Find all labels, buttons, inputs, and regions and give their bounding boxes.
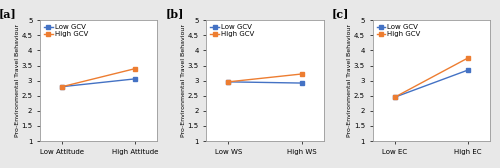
Line: Low GCV: Low GCV [392, 68, 470, 99]
High GCV [298, 73, 304, 75]
Text: [b]: [b] [165, 8, 184, 19]
Low GCV [59, 86, 65, 88]
Y-axis label: Pro-Environmental Travel Behaviour: Pro-Environmental Travel Behaviour [181, 24, 186, 137]
Low GCV [392, 96, 398, 98]
High GCV [465, 57, 471, 59]
Low GCV [226, 81, 232, 83]
Legend: Low GCV, High GCV: Low GCV, High GCV [44, 24, 88, 38]
High GCV [59, 86, 65, 88]
Low GCV [298, 82, 304, 84]
Line: High GCV: High GCV [60, 67, 138, 89]
High GCV [226, 81, 232, 83]
Line: Low GCV: Low GCV [226, 80, 304, 85]
Line: High GCV: High GCV [392, 56, 470, 99]
High GCV [132, 68, 138, 70]
Y-axis label: Pro-Environmental Travel Behaviour: Pro-Environmental Travel Behaviour [348, 24, 352, 137]
Line: Low GCV: Low GCV [60, 77, 138, 89]
Line: High GCV: High GCV [226, 72, 304, 84]
Legend: Low GCV, High GCV: Low GCV, High GCV [376, 24, 421, 38]
High GCV [392, 96, 398, 98]
Low GCV [465, 69, 471, 71]
Text: [a]: [a] [0, 8, 16, 19]
Legend: Low GCV, High GCV: Low GCV, High GCV [210, 24, 255, 38]
Text: [c]: [c] [332, 8, 349, 19]
Y-axis label: Pro-Environmental Travel Behaviour: Pro-Environmental Travel Behaviour [15, 24, 20, 137]
Low GCV [132, 78, 138, 80]
